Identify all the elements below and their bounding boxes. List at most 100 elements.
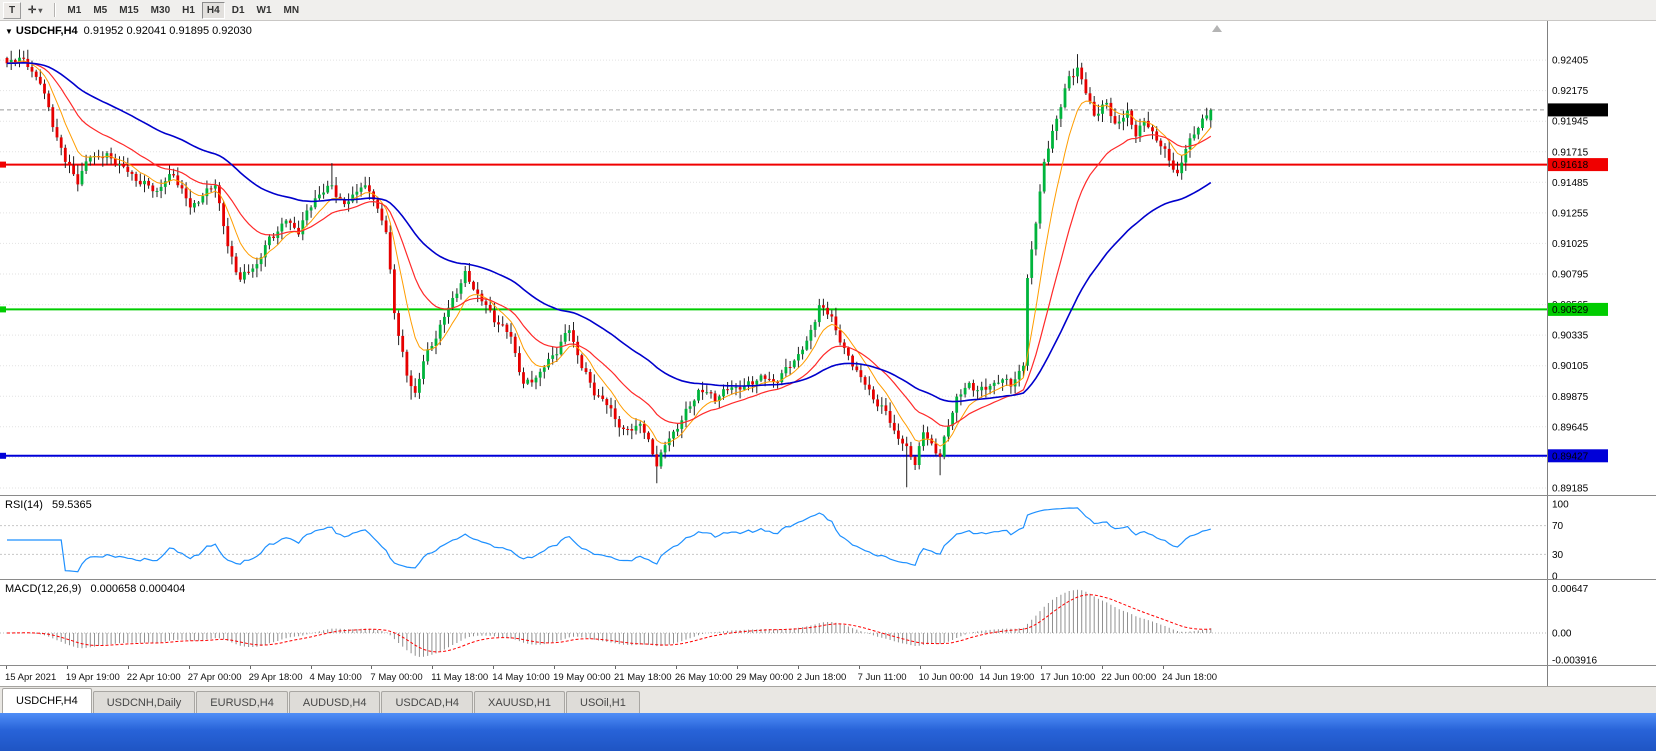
chart-title: ▼ USDCHF,H4 0.91952 0.92041 0.91895 0.92… <box>5 25 252 37</box>
rsi-indicator-panel[interactable]: 100 70 30 0 RSI(14) 59.5365 <box>0 495 1656 579</box>
svg-text:0.92405: 0.92405 <box>1552 56 1589 67</box>
chart-symbol-label: USDCHF,H4 <box>15 25 78 37</box>
time-axis-tick <box>249 666 251 669</box>
svg-text:0.00: 0.00 <box>1552 629 1572 640</box>
time-axis-tick <box>1163 666 1165 669</box>
time-axis-tick <box>1041 666 1043 669</box>
time-axis[interactable]: 15 Apr 2021 19 Apr 19:00 22 Apr 10:00 27 Ap… <box>0 665 1656 687</box>
svg-text:0.90529: 0.90529 <box>1552 305 1589 316</box>
chart-tab-usdcad-h4[interactable]: USDCAD,H4 <box>381 691 474 713</box>
price-chart-canvas[interactable]: 0.92405 0.92175 0.91945 0.91715 0.91485 0.912… <box>0 21 1656 495</box>
triangle-down-icon[interactable]: ▼ <box>5 26 13 36</box>
time-axis-label: 19 Apr 19:00 <box>65 672 120 683</box>
time-axis-label: 24 Jun 18:00 <box>1162 672 1218 683</box>
cursor-tool-button[interactable]: ✛ ▾ <box>23 2 47 19</box>
toolbar-handle-button[interactable]: T <box>3 1 21 19</box>
time-axis-tick <box>310 666 312 669</box>
time-axis-tick <box>675 666 677 669</box>
chart-tab-xauusd-h1[interactable]: XAUUSD,H1 <box>474 691 565 713</box>
chart-tab-eurusd-h4[interactable]: EURUSD,H4 <box>196 691 288 713</box>
time-axis-tick <box>797 666 799 669</box>
top-toolbar: T ✛ ▾ M1 M5 M15 M30 H1 H4 D1 W1 MN <box>0 0 1656 21</box>
timeframe-button-m15[interactable]: M15 <box>114 2 143 19</box>
time-axis-label: 7 May 00:00 <box>370 672 423 683</box>
svg-text:70: 70 <box>1552 521 1564 532</box>
time-axis-label: 14 Jun 19:00 <box>979 672 1035 683</box>
time-axis-label: 27 Apr 00:00 <box>187 672 242 683</box>
svg-text:0.90335: 0.90335 <box>1552 331 1589 342</box>
time-axis-label: 4 May 10:00 <box>309 672 362 683</box>
svg-text:0: 0 <box>1552 572 1558 580</box>
timeframe-button-m1[interactable]: M1 <box>62 2 86 19</box>
svg-text:-0.003916: -0.003916 <box>1552 656 1597 666</box>
svg-text:0.89427: 0.89427 <box>1552 451 1589 462</box>
rsi-label: RSI(14) <box>5 499 43 511</box>
time-axis-label: 26 May 10:00 <box>674 672 733 683</box>
main-chart-panel[interactable]: 0.92405 0.92175 0.91945 0.91715 0.91485 0.912… <box>0 21 1656 495</box>
chart-tab-usdcnh-daily[interactable]: USDCNH,Daily <box>92 691 196 713</box>
time-axis-label: 29 May 00:00 <box>735 672 794 683</box>
time-axis-tick <box>188 666 190 669</box>
svg-text:0.00647: 0.00647 <box>1552 584 1589 595</box>
macd-indicator-panel[interactable]: 0.00647 0.00 -0.003916 MACD(12,26,9) 0.000… <box>0 579 1656 665</box>
time-axis-label: 17 Jun 10:00 <box>1040 672 1096 683</box>
svg-text:0.89875: 0.89875 <box>1552 392 1589 403</box>
macd-canvas[interactable]: 0.00647 0.00 -0.003916 <box>0 580 1656 665</box>
time-axis-tick <box>736 666 738 669</box>
rsi-value: 59.5365 <box>51 499 92 511</box>
svg-text:0.92030: 0.92030 <box>1552 105 1589 116</box>
svg-text:30: 30 <box>1552 550 1564 561</box>
macd-title: MACD(12,26,9) 0.000658 0.000404 <box>5 583 185 595</box>
time-axis-label: 29 Apr 18:00 <box>248 672 303 683</box>
chevron-down-icon: ▾ <box>38 5 43 15</box>
time-axis-label: 19 May 00:00 <box>553 672 611 683</box>
svg-text:0.91255: 0.91255 <box>1552 208 1589 219</box>
time-axis-tick <box>1102 666 1104 669</box>
time-axis-tick <box>432 666 434 669</box>
timeframe-toolbar: M1 M5 M15 M30 H1 H4 D1 W1 MN <box>62 1 305 19</box>
chart-tab-audusd-h4[interactable]: AUDUSD,H4 <box>288 691 381 713</box>
time-axis-tick <box>371 666 373 669</box>
svg-text:0.90795: 0.90795 <box>1552 270 1589 281</box>
svg-text:0.90105: 0.90105 <box>1552 361 1589 372</box>
time-axis-label: 7 Jun 11:00 <box>857 672 907 683</box>
time-axis-tick <box>554 666 556 669</box>
rsi-title: RSI(14) 59.5365 <box>5 499 92 511</box>
taskbar-strip <box>0 713 1656 751</box>
time-axis-tick <box>919 666 921 669</box>
time-axis-label: 14 May 10:00 <box>492 672 550 683</box>
time-axis-label: 22 Apr 10:00 <box>126 672 181 683</box>
macd-label: MACD(12,26,9) <box>5 583 82 595</box>
time-axis-tick <box>6 666 7 669</box>
time-axis-separator <box>1547 666 1548 687</box>
time-axis-tick <box>858 666 860 669</box>
time-axis-tick <box>66 666 68 669</box>
toolbar-separator <box>54 3 56 17</box>
timeframe-button-mn[interactable]: MN <box>279 2 305 19</box>
svg-text:100: 100 <box>1552 500 1569 511</box>
macd-values: 0.000658 0.000404 <box>90 583 186 595</box>
rsi-canvas[interactable]: 100 70 30 0 <box>0 496 1656 579</box>
timeframe-button-w1[interactable]: W1 <box>252 2 277 19</box>
svg-text:0.92175: 0.92175 <box>1552 86 1589 97</box>
timeframe-button-h1[interactable]: H1 <box>177 2 200 19</box>
crosshair-icon: ✛ <box>28 4 37 16</box>
time-axis-label: 21 May 18:00 <box>614 672 672 683</box>
timeframe-button-m5[interactable]: M5 <box>88 2 112 19</box>
time-axis-tick <box>493 666 495 669</box>
time-axis-label: 2 Jun 18:00 <box>796 672 847 683</box>
time-axis-label: 15 Apr 2021 <box>5 672 57 683</box>
svg-text:0.91945: 0.91945 <box>1552 117 1589 128</box>
timeframe-button-d1[interactable]: D1 <box>227 2 250 19</box>
chart-tab-usdchf-h4[interactable]: USDCHF,H4 <box>2 688 92 713</box>
time-axis-tick <box>127 666 129 669</box>
timeframe-button-h4[interactable]: H4 <box>201 1 225 19</box>
svg-text:0.91715: 0.91715 <box>1552 147 1589 158</box>
chart-tab-usoil-h1[interactable]: USOil,H1 <box>566 691 640 713</box>
timeframe-button-m30[interactable]: M30 <box>146 2 175 19</box>
svg-text:0.91618: 0.91618 <box>1552 160 1589 171</box>
time-axis-label: 22 Jun 00:00 <box>1101 672 1157 683</box>
chart-ohlc-values: 0.91952 0.92041 0.91895 0.92030 <box>83 25 252 37</box>
svg-text:0.89645: 0.89645 <box>1552 422 1589 433</box>
